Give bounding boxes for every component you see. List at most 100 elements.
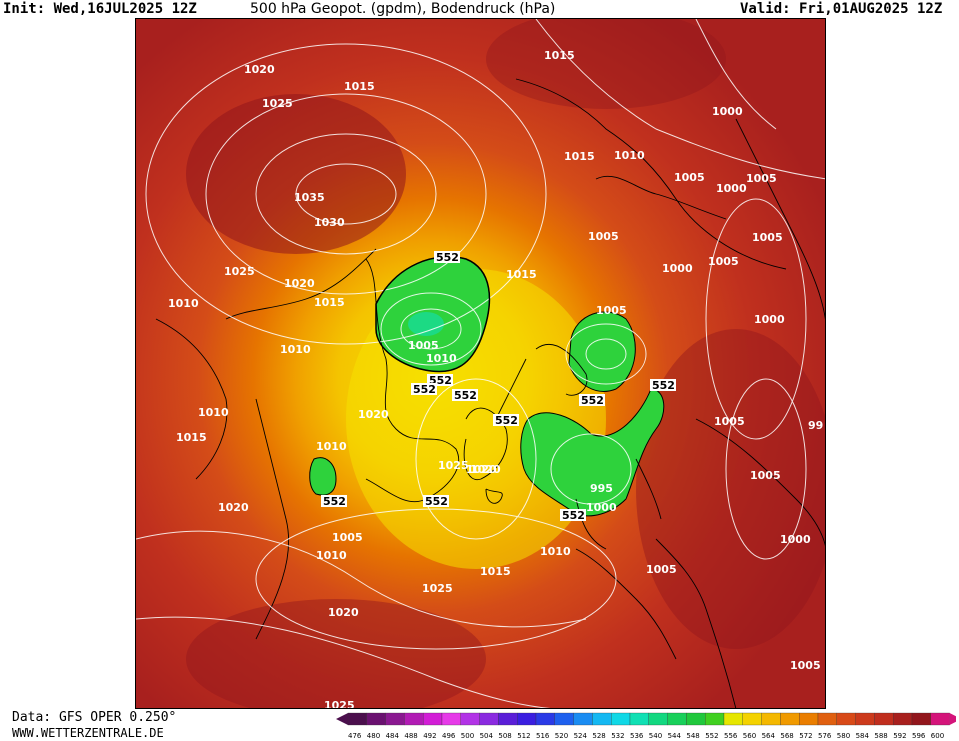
label-box: [560, 509, 586, 521]
init-time: Init: Wed,16JUL2025 12Z: [3, 1, 197, 17]
pressure-label: 1015: [314, 296, 345, 309]
pressure-label: 1005: [752, 231, 783, 244]
geopot-label: 552: [652, 379, 675, 392]
scale-tick-label: 532: [611, 732, 624, 740]
pressure-label: 1025: [438, 459, 469, 472]
scale-swatch: [930, 712, 950, 726]
pressure-label: 1005: [408, 339, 439, 352]
pressure-label: 1010: [198, 406, 229, 419]
chart-title: 500 hPa Geopot. (gpdm), Bodendruck (hPa): [250, 1, 556, 17]
pressure-label: 1025: [224, 265, 255, 278]
scale-swatch: [667, 712, 687, 726]
scale-swatch: [855, 712, 875, 726]
scale-swatch: [836, 712, 856, 726]
scale-tick-label: 552: [705, 732, 718, 740]
isobars: [136, 19, 825, 708]
trough-area: [309, 457, 337, 496]
scale-swatch: [648, 712, 668, 726]
pressure-label: 1020: [470, 463, 501, 476]
weather-map: 1020 1015 1025 1015 1035 1030 1025 1020 …: [135, 18, 826, 709]
scale-tick-label: 576: [818, 732, 832, 740]
scale-tick-label: 548: [686, 732, 699, 740]
scale-tick-label: 572: [799, 732, 812, 740]
pressure-label: 1005: [646, 563, 677, 576]
pressure-label: 1020: [358, 408, 389, 421]
high-geopot-area: [186, 599, 486, 708]
pressure-label: 1005: [588, 230, 619, 243]
scale-swatch: [705, 712, 725, 726]
label-box: [579, 394, 605, 406]
pressure-label: 1010: [614, 149, 645, 162]
geopot-label: 552: [413, 383, 436, 396]
geopot-labels: 552 552 552 552 552 552 552 552 552 552: [321, 251, 676, 522]
scale-swatch: [911, 712, 931, 726]
pressure-labels: 1020 1015 1025 1015 1035 1030 1025 1020 …: [168, 49, 823, 709]
pressure-label: 1020: [244, 63, 275, 76]
geopot-552-contour: [375, 256, 491, 373]
label-box: [321, 495, 347, 507]
pressure-label: 1015: [544, 49, 575, 62]
scale-swatch: [535, 712, 555, 726]
scale-tick-label: 600: [931, 732, 944, 740]
pressure-label: 1000: [712, 105, 743, 118]
scale-tick-label: 524: [574, 732, 588, 740]
pressure-label: 1005: [674, 171, 705, 184]
pressure-label: 1000: [754, 313, 785, 326]
pressure-label: 1010: [280, 343, 311, 356]
pressure-label: 1025: [422, 582, 453, 595]
scale-tick-label: 504: [480, 732, 494, 740]
scale-tick-label: 520: [555, 732, 568, 740]
scale-swatch: [517, 712, 537, 726]
label-box: [493, 414, 519, 426]
pressure-label: 1000: [662, 262, 693, 275]
scale-tick-label: 508: [498, 732, 511, 740]
data-source: Data: GFS OPER 0.250°: [12, 710, 177, 725]
pressure-label: 1015: [506, 268, 537, 281]
geopot-label: 552: [436, 251, 459, 264]
pressure-label: 1005: [596, 304, 627, 317]
scale-tick-label: 560: [743, 732, 756, 740]
pressure-label: 1020: [328, 606, 359, 619]
scale-tick-label: 540: [649, 732, 662, 740]
scale-swatch: [366, 712, 386, 726]
scale-tick-label: 476: [348, 732, 362, 740]
scale-swatch: [441, 712, 461, 726]
scale-swatch: [498, 712, 518, 726]
scale-swatch: [404, 712, 424, 726]
pressure-label: 1025: [324, 699, 355, 709]
pressure-label: 1005: [750, 469, 781, 482]
pressure-label: 1010: [316, 440, 347, 453]
scale-swatch: [460, 712, 480, 726]
color-scale-legend: 476 480 484 488 492 496 500 504 508 512 516 520 524 5…: [336, 712, 956, 740]
pressure-label: 1025: [262, 97, 293, 110]
scale-swatch: [686, 712, 706, 726]
scale-swatch: [385, 712, 405, 726]
scale-tick-label: 580: [837, 732, 850, 740]
scale-tick-label: 512: [517, 732, 530, 740]
scale-swatch: [874, 712, 894, 726]
pressure-label: 1010: [426, 352, 457, 365]
pressure-label: 1005: [790, 659, 821, 672]
label-box: [434, 251, 460, 263]
scale-swatch: [611, 712, 631, 726]
label-box: [650, 379, 676, 391]
scale-swatch: [423, 712, 443, 726]
scale-tick-label: 596: [912, 732, 926, 740]
pressure-label: 1015: [344, 80, 375, 93]
pressure-label: 1005: [714, 415, 745, 428]
pressure-label: 1020: [218, 501, 249, 514]
scale-arrow-right: [949, 713, 956, 725]
pressure-label: 995: [590, 482, 613, 495]
pressure-label: 1035: [294, 191, 325, 204]
pressure-label: 1010: [316, 549, 347, 562]
scale-swatch: [780, 712, 800, 726]
scale-swatch: [479, 712, 499, 726]
pressure-label: 99: [808, 419, 823, 432]
pressure-label: 1020: [466, 463, 497, 476]
geopot-label: 552: [495, 414, 518, 427]
pressure-label: 1000: [716, 182, 747, 195]
pressure-label: 1005: [332, 531, 363, 544]
label-box: [423, 495, 449, 507]
scale-tick-label: 528: [592, 732, 605, 740]
scale-swatch: [592, 712, 612, 726]
